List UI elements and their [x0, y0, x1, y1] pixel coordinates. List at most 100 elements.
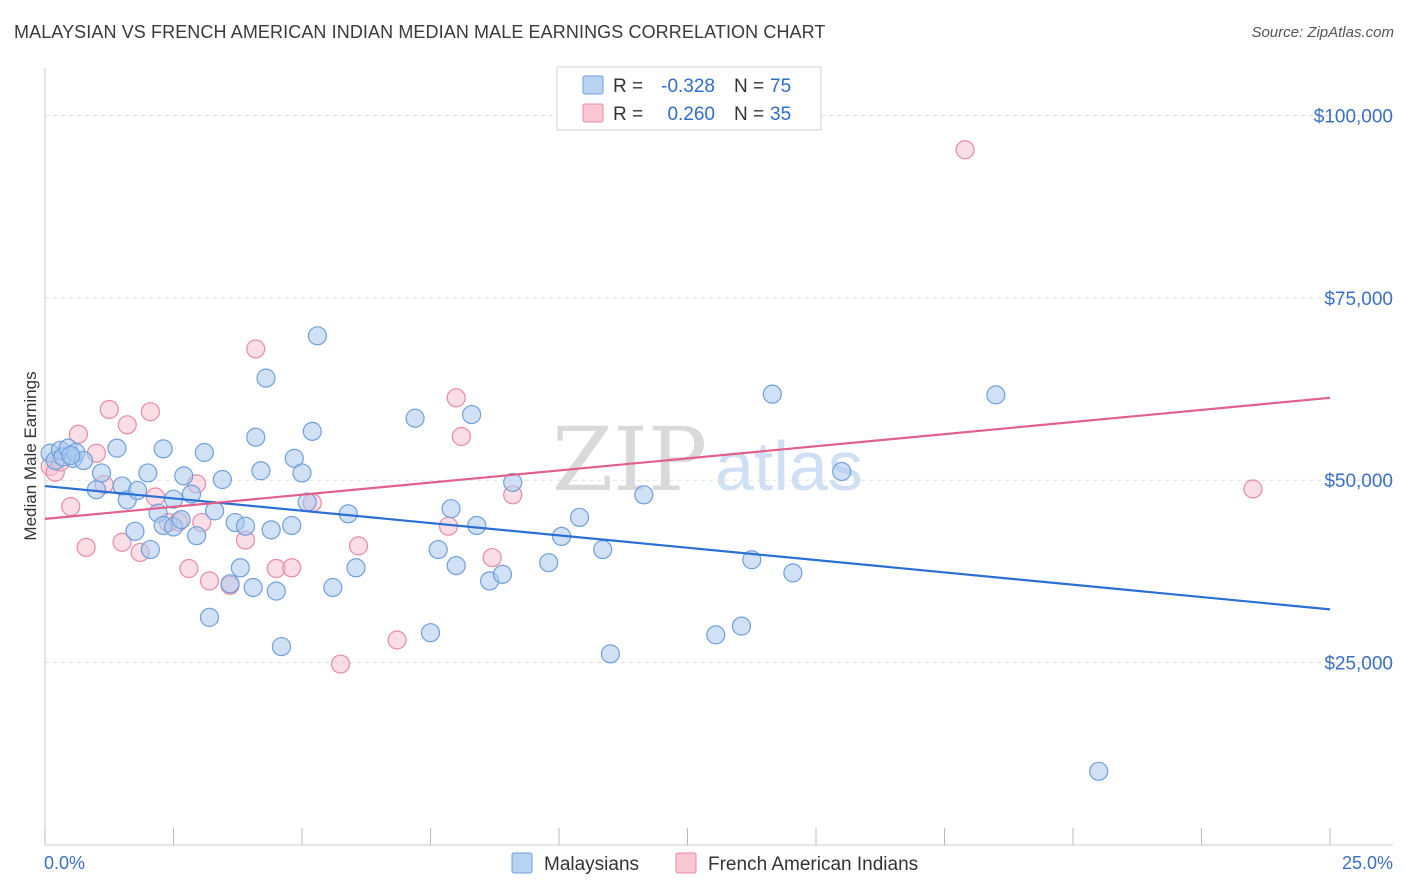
data-point-malaysians [174, 466, 194, 486]
data-point-malaysians [292, 463, 312, 483]
data-point-malaysians [593, 539, 613, 560]
legend-swatch-malaysians [582, 75, 604, 95]
legend-n-label: N = [734, 104, 764, 125]
legend-n-label: N = [734, 76, 764, 97]
y-tick-label: $50,000 [1324, 471, 1393, 492]
data-point-malaysians [783, 563, 803, 583]
data-point-malaysians [251, 461, 271, 481]
data-point-malaysians [91, 463, 112, 483]
data-point-french-american-indians [446, 388, 466, 408]
data-point-malaysians [462, 404, 482, 425]
data-point-french-american-indians [117, 415, 137, 435]
bottom-legend-label-malaysians: Malaysians [544, 854, 639, 875]
data-point-malaysians [420, 623, 441, 643]
data-point-malaysians [171, 510, 191, 530]
data-point-french-american-indians [282, 558, 302, 578]
trend-lines [44, 396, 1331, 611]
data-point-malaysians [302, 421, 322, 441]
data-point-french-american-indians [199, 571, 220, 591]
data-point-french-american-indians [112, 532, 132, 552]
y-axis-label: Median Male Earnings [21, 371, 40, 540]
data-point-malaysians [569, 507, 590, 528]
data-point-malaysians [441, 499, 461, 519]
data-point-malaysians [282, 515, 302, 536]
data-point-french-american-indians [1243, 479, 1263, 499]
data-point-malaysians [405, 408, 425, 428]
data-point-malaysians [307, 326, 328, 346]
data-point-malaysians [323, 577, 343, 598]
x-tick-label-max: 25.0% [1342, 853, 1393, 873]
data-point-malaysians [256, 368, 276, 388]
bottom-legend-label-french-american-indians: French American Indians [708, 854, 918, 875]
data-point-french-american-indians [482, 547, 502, 568]
data-point-malaysians [125, 521, 145, 541]
data-point-malaysians [428, 539, 448, 560]
data-point-malaysians [503, 472, 523, 493]
chart-title: MALAYSIAN VS FRENCH AMERICAN INDIAN MEDI… [14, 22, 826, 42]
data-point-malaysians [246, 427, 266, 447]
data-point-malaysians [986, 385, 1006, 405]
data-point-french-american-indians [387, 630, 407, 650]
x-tick-label-min: 0.0% [44, 853, 85, 873]
data-point-malaysians [140, 539, 160, 560]
data-point-malaysians [600, 644, 621, 664]
series-malaysians [40, 326, 1109, 781]
data-point-french-american-indians [246, 339, 266, 359]
data-point-french-american-indians [451, 426, 471, 447]
y-tick-label: $75,000 [1324, 289, 1393, 310]
data-point-malaysians [230, 558, 250, 578]
trend-line-malaysians [44, 484, 1331, 611]
data-point-french-american-indians [348, 536, 369, 556]
data-point-malaysians [61, 445, 81, 466]
data-point-french-american-indians [140, 402, 160, 422]
legend: R = -0.328 N = 75 R = 0.260 N = 35 [556, 66, 822, 131]
data-point-malaysians [832, 461, 852, 482]
data-point-malaysians [492, 564, 513, 584]
data-point-malaysians [346, 558, 366, 578]
data-point-malaysians [243, 577, 263, 598]
data-point-malaysians [187, 526, 207, 546]
data-point-french-american-indians [76, 537, 96, 557]
legend-swatch-french-american-indians [582, 103, 604, 123]
legend-n-value-french-american-indians: 35 [770, 104, 791, 125]
legend-r-value-french-american-indians: 0.260 [667, 104, 715, 125]
data-point-malaysians [539, 553, 559, 573]
data-point-french-american-indians [61, 496, 81, 517]
data-point-malaysians [107, 438, 127, 458]
data-point-french-american-indians [99, 399, 119, 420]
source-credit: Source: ZipAtlas.com [1251, 24, 1394, 41]
trend-line-french-american-indians [44, 396, 1331, 520]
data-point-malaysians [706, 625, 726, 645]
legend-r-label: R = [613, 76, 643, 97]
data-point-malaysians [194, 442, 214, 463]
legend-r-label: R = [613, 104, 643, 125]
bottom-legend-swatch-malaysians [511, 852, 533, 874]
y-tick-label: $25,000 [1324, 654, 1393, 675]
data-point-malaysians [127, 480, 148, 501]
data-point-malaysians [220, 574, 240, 594]
data-point-malaysians [1089, 761, 1109, 781]
data-point-malaysians [266, 581, 286, 601]
data-point-malaysians [199, 607, 220, 627]
bottom-legend: Malaysians French American Indians [511, 852, 918, 875]
data-point-malaysians [271, 636, 292, 657]
bottom-legend-swatch-french-american-indians [675, 852, 697, 874]
data-point-malaysians [138, 463, 158, 483]
data-point-malaysians [446, 555, 466, 576]
data-point-french-american-indians [330, 654, 351, 674]
data-point-malaysians [467, 515, 487, 536]
x-axis-ticks [44, 828, 1331, 845]
data-point-french-american-indians [955, 140, 975, 160]
data-point-malaysians [212, 469, 232, 490]
data-point-malaysians [731, 616, 752, 636]
data-point-malaysians [762, 384, 782, 404]
data-point-malaysians [235, 516, 256, 536]
legend-n-value-malaysians: 75 [770, 76, 791, 97]
y-tick-labels: $25,000 $50,000 $75,000 $100,000 [1314, 106, 1393, 674]
legend-r-value-malaysians: -0.328 [661, 76, 715, 97]
series-french-american-indians [40, 140, 1263, 674]
data-point-french-american-indians [179, 558, 199, 579]
gridlines [45, 114, 1393, 664]
y-tick-label: $100,000 [1314, 106, 1393, 127]
